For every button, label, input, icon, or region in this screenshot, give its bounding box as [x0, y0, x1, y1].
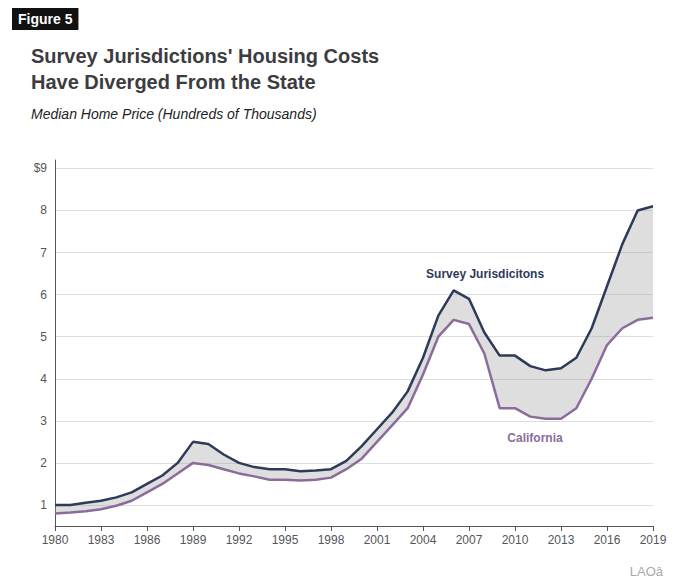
- svg-text:2007: 2007: [456, 533, 483, 547]
- svg-text:1986: 1986: [134, 533, 161, 547]
- svg-text:7: 7: [40, 246, 47, 260]
- svg-text:Survey Jurisdicitons: Survey Jurisdicitons: [426, 267, 544, 281]
- svg-text:2010: 2010: [502, 533, 529, 547]
- svg-text:1998: 1998: [318, 533, 345, 547]
- svg-text:5: 5: [40, 330, 47, 344]
- svg-text:Figure 5: Figure 5: [18, 11, 73, 27]
- svg-text:Survey Jurisdictions' Housing: Survey Jurisdictions' Housing Costs: [31, 45, 379, 67]
- svg-text:6: 6: [40, 288, 47, 302]
- svg-text:1: 1: [40, 498, 47, 512]
- svg-text:1983: 1983: [88, 533, 115, 547]
- svg-text:2013: 2013: [548, 533, 575, 547]
- svg-text:2: 2: [40, 456, 47, 470]
- svg-text:1992: 1992: [226, 533, 253, 547]
- svg-text:1980: 1980: [42, 533, 69, 547]
- svg-text:2001: 2001: [364, 533, 391, 547]
- svg-text:8: 8: [40, 203, 47, 217]
- svg-text:3: 3: [40, 414, 47, 428]
- svg-text:2004: 2004: [410, 533, 437, 547]
- svg-text:Have Diverged From the State: Have Diverged From the State: [31, 71, 316, 93]
- svg-text:2019: 2019: [640, 533, 667, 547]
- svg-text:2016: 2016: [594, 533, 621, 547]
- svg-text:$9: $9: [34, 161, 48, 175]
- svg-text:1989: 1989: [180, 533, 207, 547]
- svg-text:4: 4: [40, 372, 47, 386]
- svg-text:California: California: [507, 431, 563, 445]
- svg-text:LAOâ: LAOâ: [630, 564, 664, 579]
- svg-text:Median Home Price (Hundreds of: Median Home Price (Hundreds of Thousands…: [31, 106, 317, 122]
- svg-text:1995: 1995: [272, 533, 299, 547]
